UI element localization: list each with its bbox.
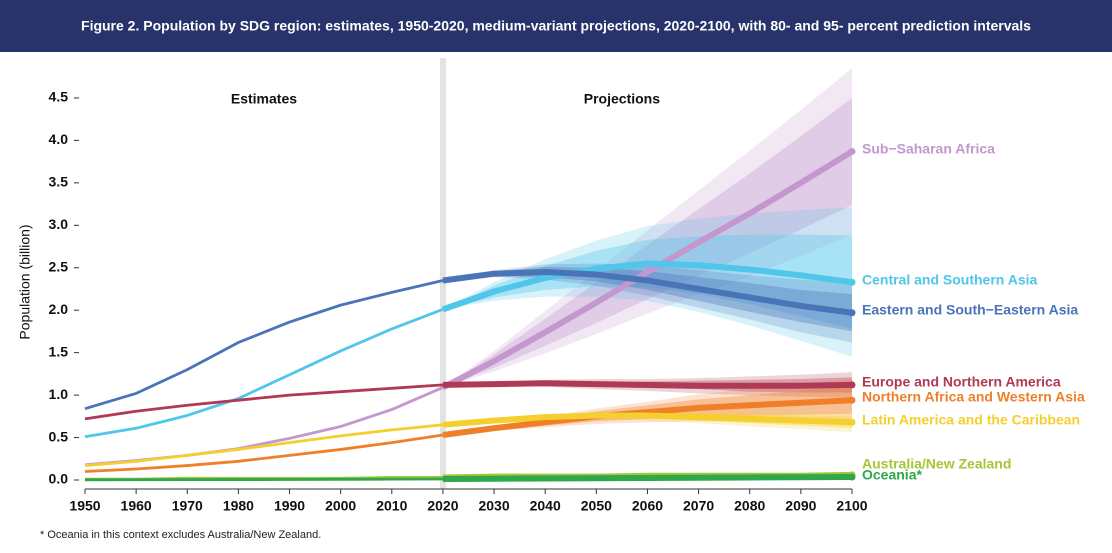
legend-label: Sub−Saharan Africa <box>862 141 995 157</box>
end-point <box>848 381 856 389</box>
projection-line <box>442 474 853 482</box>
legend-label: Europe and Northern America <box>862 374 1061 390</box>
projection-line <box>441 148 854 391</box>
x-tick-label: 2070 <box>683 498 714 514</box>
estimate-line <box>84 477 443 482</box>
x-tick-label: 2020 <box>427 498 458 514</box>
projection-divider <box>439 58 446 489</box>
prediction-interval <box>442 97 852 388</box>
legend-label: Oceania* <box>862 467 922 483</box>
prediction-interval <box>442 266 852 332</box>
end-point <box>848 473 856 481</box>
x-tick-label: 2100 <box>836 498 867 514</box>
y-tick-label: 2.0 <box>49 301 69 317</box>
projection-line <box>442 397 853 438</box>
x-tick-label: 2060 <box>632 498 663 514</box>
legend-label: Eastern and South−Eastern Asia <box>862 302 1078 318</box>
footnote: * Oceania in this context excludes Austr… <box>40 529 321 541</box>
projection-line <box>442 412 853 428</box>
y-tick-label: 0.5 <box>49 428 69 444</box>
annotation: Projections <box>584 91 660 107</box>
legend-label: Latin America and the Caribbean <box>862 412 1080 428</box>
y-tick-label: 4.0 <box>49 131 69 147</box>
x-tick-label: 2030 <box>478 498 509 514</box>
legend-label: Central and Southern Asia <box>862 272 1038 288</box>
prediction-interval <box>442 68 852 388</box>
chart-title: Figure 2. Population by SDG region: esti… <box>81 18 1031 34</box>
estimate-line <box>84 383 444 421</box>
projection-line <box>442 269 853 316</box>
legend-label: Northern Africa and Western Asia <box>862 389 1085 405</box>
x-tick-label: 2000 <box>325 498 356 514</box>
x-tick-label: 2090 <box>785 498 816 514</box>
projection-line <box>442 380 853 389</box>
x-tick-label: 2050 <box>581 498 612 514</box>
end-point <box>848 278 856 286</box>
prediction-interval <box>442 263 852 343</box>
x-tick-label: 1980 <box>223 498 254 514</box>
x-tick-label: 2010 <box>376 498 407 514</box>
end-point <box>848 396 856 404</box>
estimate-line <box>84 433 444 473</box>
x-tick-label: 2080 <box>734 498 765 514</box>
annotation: Estimates <box>231 91 297 107</box>
y-tick-label: 1.0 <box>49 386 69 402</box>
y-tick-label: 2.5 <box>49 258 69 274</box>
end-point <box>848 418 856 426</box>
title-banner <box>0 0 1112 52</box>
legend-label: Australia/New Zealand <box>862 456 1011 472</box>
estimate-line <box>84 279 444 411</box>
y-axis-label: Population (billion) <box>17 224 33 339</box>
x-tick-label: 2040 <box>530 498 561 514</box>
end-point <box>848 309 856 317</box>
y-tick-label: 3.5 <box>49 174 69 190</box>
y-tick-label: 3.0 <box>49 216 69 232</box>
end-point <box>848 147 856 155</box>
y-tick-label: 4.5 <box>49 89 69 105</box>
estimate-line <box>84 423 444 467</box>
projection-line <box>441 260 853 313</box>
x-tick-label: 1970 <box>172 498 203 514</box>
x-tick-label: 1990 <box>274 498 305 514</box>
estimate-line <box>84 308 444 439</box>
y-tick-label: 1.5 <box>49 343 69 359</box>
x-tick-label: 1950 <box>69 498 100 514</box>
x-tick-label: 1960 <box>121 498 152 514</box>
y-tick-label: 0.0 <box>49 471 69 487</box>
